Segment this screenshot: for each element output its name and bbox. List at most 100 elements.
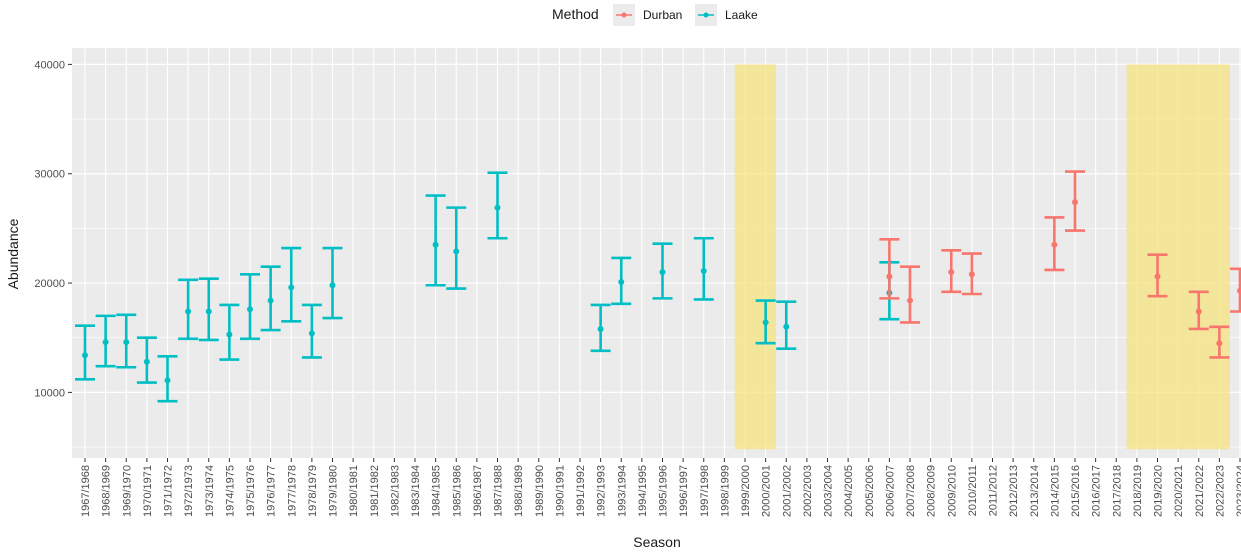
x-tick-label: 2003/2004 [823,465,835,517]
x-tick-label: 1988/1989 [513,465,525,517]
x-tick-label: 1984/1985 [431,465,443,517]
data-point [143,358,150,365]
data-point [597,325,604,332]
x-tick-label: 1970/1971 [142,465,154,517]
x-tick-label: 1979/1980 [328,465,340,517]
data-point [886,273,893,280]
data-point [948,269,955,276]
x-tick-label: 1995/1996 [658,465,670,517]
x-tick-label: 2007/2008 [905,465,917,517]
data-point [700,268,707,275]
x-tick-label: 1973/1974 [204,465,216,517]
x-tick-label: 2001/2002 [781,465,793,517]
y-tick-label: 40000 [34,59,65,71]
legend-title: Method [552,6,599,22]
x-tick-label: 2002/2003 [802,465,814,517]
x-tick-label: 1968/1969 [101,465,113,517]
data-point [164,377,171,384]
plot-panel [72,48,1241,458]
data-point [226,331,233,338]
x-tick-label: 2018/2019 [1132,465,1144,517]
x-tick-label: 1982/1983 [389,465,401,517]
data-point [1154,273,1161,280]
series-durban [879,170,1241,359]
x-tick-label: 1971/1972 [163,465,175,517]
data-point [453,248,460,255]
data-point [907,297,913,304]
data-point [288,284,295,291]
x-tick-label: 2009/2010 [946,465,958,517]
data-point [968,271,975,278]
data-point [1072,199,1078,206]
data-point [432,241,439,248]
data-point [618,278,625,285]
x-tick-label: 1967/1968 [80,465,92,517]
y-tick-label: 10000 [34,387,65,399]
legend-label-durban: Durban [643,8,682,22]
legend-key-laake-dot [703,12,709,18]
legend-label-laake: Laake [725,8,758,22]
data-point [659,269,666,276]
data-point [267,297,274,304]
data-point [1195,308,1202,315]
x-tick-label: 1991/1992 [575,465,587,517]
x-tick-label: 1972/1973 [183,465,195,517]
x-tick-label: 2006/2007 [884,465,896,517]
x-tick-label: 1996/1997 [678,465,690,517]
x-tick-label: 1990/1991 [554,465,566,517]
x-tick-label: 2013/2014 [1029,465,1041,517]
x-tick-label: 1994/1995 [637,465,649,517]
x-tick-label: 1997/1998 [699,465,711,517]
x-tick-label: 2000/2001 [761,465,773,517]
x-axis: 1967/1968 1968/1969 1969/1970 1970/1971 1971… [80,458,1241,517]
data-point [82,352,88,359]
x-tick-label: 2023/2024 [1235,465,1241,517]
x-tick-label: 2017/2018 [1111,465,1123,517]
x-tick-label: 1980/1981 [348,465,360,517]
y-axis: 10000 20000 30000 40000 [34,59,72,399]
x-tick-label: 2019/2020 [1153,465,1165,517]
x-tick-label: 1993/1994 [616,465,628,517]
x-tick-label: 2020/2021 [1173,465,1185,517]
x-tick-label: 2016/2017 [1091,465,1103,517]
x-tick-label: 1977/1978 [286,465,298,517]
x-tick-label: 2005/2006 [864,465,876,517]
x-tick-label: 1974/1975 [224,465,236,517]
y-tick-label: 20000 [34,278,65,290]
data-point [494,204,501,211]
data-point [1051,241,1058,248]
data-point [783,323,790,330]
x-tick-label: 1999/2000 [740,465,752,517]
x-tick-label: 1989/1990 [534,465,546,517]
x-tick-label: 1976/1977 [266,465,278,517]
data-point [1216,340,1223,347]
x-tick-label: 1975/1976 [245,465,257,517]
data-point [1237,287,1241,294]
x-tick-label: 2021/2022 [1194,465,1206,517]
x-tick-label: 2010/2011 [967,465,979,516]
data-point [205,308,212,315]
legend: Method Durban Laake [552,4,758,26]
data-point [762,319,769,326]
y-axis-title: Abundance [5,218,21,289]
y-tick-label: 30000 [34,169,65,181]
error-bars [75,170,1241,403]
data-point [329,282,336,289]
highlight-bands [734,64,1230,450]
x-tick-label: 1985/1986 [451,465,463,517]
data-point [185,308,192,315]
x-tick-label: 1987/1988 [493,465,505,517]
x-tick-label: 1981/1982 [369,465,381,517]
x-tick-label: 1969/1970 [121,465,133,517]
highlight-band [1126,64,1230,450]
x-tick-label: 2011/2012 [988,465,1000,516]
x-tick-label: 2015/2016 [1070,465,1082,517]
x-tick-label: 1986/1987 [472,465,484,517]
x-tick-label: 2008/2009 [926,465,938,517]
legend-key-durban-dot [621,12,627,18]
data-point [308,330,315,337]
x-tick-label: 2004/2005 [843,465,855,517]
x-tick-label: 2022/2023 [1214,465,1226,517]
x-tick-label: 1992/1993 [596,465,608,517]
